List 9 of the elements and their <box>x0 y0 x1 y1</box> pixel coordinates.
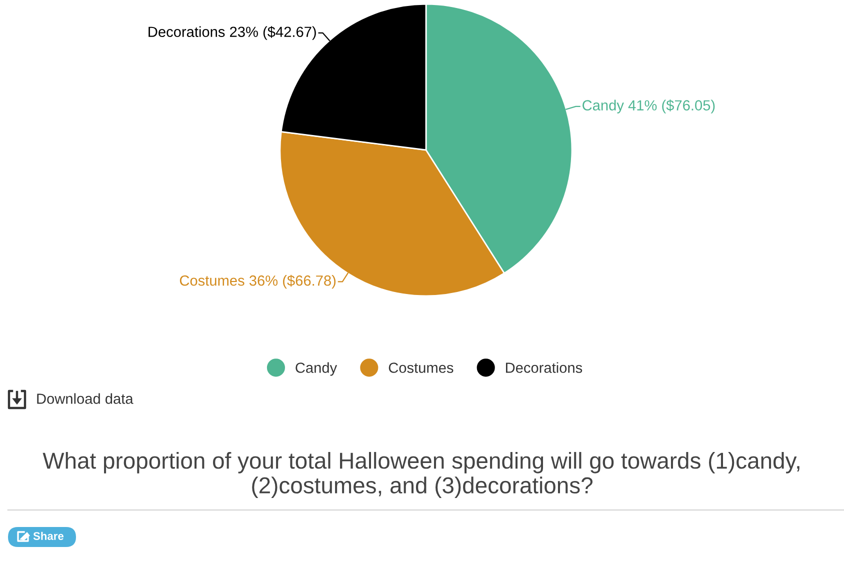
text: What proportion of your total Halloween spending will go towards (1)candy, (2)costumes, and (3)decorations? <box>42 452 800 498</box>
legend-label: Costumes <box>388 362 454 373</box>
legend-label: Decorations <box>506 362 582 373</box>
category-label: Candy 41% ($76.05) <box>582 100 715 114</box>
legend-label: Candy <box>296 362 338 376</box>
category-label: Costumes 36% ($66.78) <box>180 274 336 289</box>
category-label: Decorations 23% ($42.67) <box>148 26 316 40</box>
text: Share <box>33 532 64 540</box>
text: Download data <box>37 393 134 404</box>
